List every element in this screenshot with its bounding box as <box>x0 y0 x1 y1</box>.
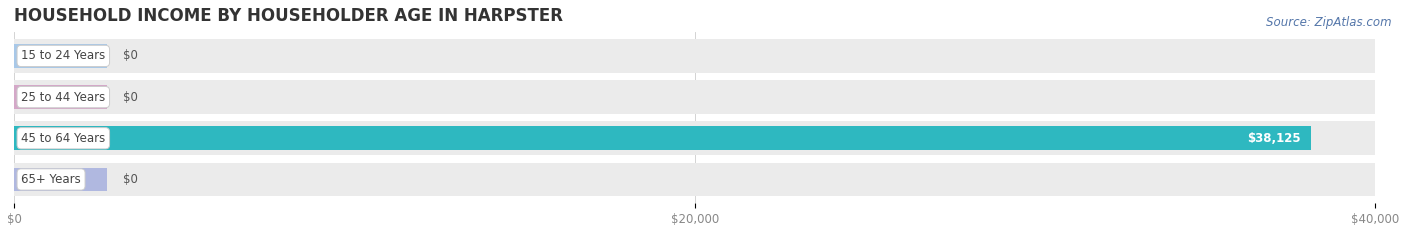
Text: $0: $0 <box>124 173 138 186</box>
Text: 15 to 24 Years: 15 to 24 Years <box>21 49 105 62</box>
Text: HOUSEHOLD INCOME BY HOUSEHOLDER AGE IN HARPSTER: HOUSEHOLD INCOME BY HOUSEHOLDER AGE IN H… <box>14 7 564 25</box>
Bar <box>14 39 1375 73</box>
Bar <box>14 121 1375 155</box>
Bar <box>14 163 1375 196</box>
Bar <box>14 168 107 191</box>
Text: Source: ZipAtlas.com: Source: ZipAtlas.com <box>1267 16 1392 29</box>
Text: 45 to 64 Years: 45 to 64 Years <box>21 132 105 145</box>
Bar <box>14 85 107 109</box>
Bar <box>14 126 1312 150</box>
Text: $38,125: $38,125 <box>1247 132 1301 145</box>
Text: 65+ Years: 65+ Years <box>21 173 82 186</box>
Text: $0: $0 <box>124 91 138 104</box>
Bar <box>14 44 107 68</box>
Bar <box>14 80 1375 114</box>
Text: 25 to 44 Years: 25 to 44 Years <box>21 91 105 104</box>
Text: $0: $0 <box>124 49 138 62</box>
